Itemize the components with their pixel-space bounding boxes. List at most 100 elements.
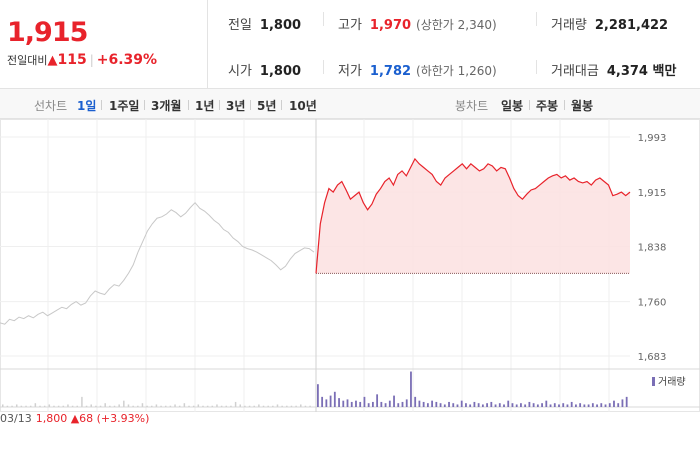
volume-bar <box>388 400 391 407</box>
volume-bar <box>333 391 336 407</box>
period-1y[interactable]: 1년 <box>195 99 215 113</box>
volume-bar <box>562 403 565 407</box>
volume-bars <box>2 371 628 407</box>
quote-panel: 1,915 전일대비▲115 | +6.39% 전일 1,800 시가 1,800 고가… <box>0 0 700 89</box>
volume-bar <box>104 403 106 407</box>
volume-bar <box>300 404 302 407</box>
y-tick-label: 1,838 <box>638 243 667 254</box>
volume-bar <box>43 405 46 407</box>
y-tick-label: 1,683 <box>638 352 667 363</box>
volume-bar <box>596 404 598 407</box>
candle-daily[interactable]: 일봉 <box>501 99 524 113</box>
volume-bar <box>342 400 345 407</box>
volume-bar <box>490 401 493 407</box>
volume-bar <box>558 404 560 407</box>
volume-bar <box>486 403 488 407</box>
chart-grid <box>0 119 700 412</box>
volume-bar <box>39 405 41 407</box>
volume-bar <box>422 401 425 407</box>
volume-bar <box>575 404 577 407</box>
volume-bar <box>524 404 527 407</box>
period-1d[interactable]: 1일 <box>77 99 97 113</box>
volume-bar <box>267 405 269 407</box>
volume-bar <box>146 405 148 407</box>
period-5y[interactable]: 5년 <box>257 99 277 113</box>
volume-bar <box>197 404 200 407</box>
volume-bar <box>137 405 139 407</box>
volume-bar <box>604 404 607 407</box>
volume-bar <box>85 405 88 407</box>
current-price: 1,915 <box>7 17 88 48</box>
candle-weekly[interactable]: 주봉 <box>536 99 559 113</box>
volume-bar <box>350 401 353 407</box>
volume-bar <box>465 403 467 407</box>
volume-bar <box>541 403 543 407</box>
y-tick-label: 1,915 <box>638 188 667 199</box>
divider <box>219 100 220 110</box>
period-3y[interactable]: 3년 <box>226 99 246 113</box>
volume-bar <box>591 403 594 407</box>
volume-bar <box>160 405 162 407</box>
candle-monthly[interactable]: 월봉 <box>571 99 594 113</box>
volume-bar <box>295 405 297 407</box>
volume-bar <box>384 403 387 407</box>
volume-bar <box>435 401 438 407</box>
volume-bar <box>48 404 51 407</box>
volume-bar <box>220 405 223 407</box>
stat-volume: 거래량 2,281,422 <box>551 14 668 33</box>
divider <box>144 100 145 110</box>
volume-bar <box>325 399 328 407</box>
prev-summary: 1,800 ▲68 (+3.93%) <box>35 412 150 425</box>
stat-value: 1,782 <box>369 64 412 79</box>
volume-bar <box>53 405 55 407</box>
volume-bar <box>132 405 134 407</box>
volume-bar <box>225 405 228 407</box>
volume-bar <box>262 405 265 407</box>
stat-label: 시가 <box>228 64 252 79</box>
volume-bar <box>625 396 628 407</box>
volume-bar <box>15 404 18 407</box>
volume-bar <box>309 405 311 407</box>
divider <box>536 12 537 26</box>
volume-bar <box>164 405 167 407</box>
y-tick-label: 1,760 <box>638 298 667 309</box>
volume-bar <box>286 405 288 407</box>
period-1w[interactable]: 1주일 <box>109 99 140 113</box>
volume-bar <box>230 405 232 407</box>
volume-bar <box>477 403 480 407</box>
period-3m[interactable]: 3개월 <box>151 99 182 113</box>
chart-toolbar: 선차트 1일 1주일 3개월 1년 3년 5년 10년 봉차트 일봉 주봉 월봉 <box>0 89 700 119</box>
volume-bar <box>359 401 362 407</box>
volume-bar <box>67 404 69 407</box>
volume-bar <box>151 405 153 407</box>
volume-bar <box>393 395 395 407</box>
volume-bar <box>515 404 518 407</box>
volume-bar <box>192 405 195 407</box>
price-box: 1,915 전일대비▲115 | +6.39% <box>0 0 208 89</box>
volume-bar <box>481 404 484 407</box>
volume-bar <box>216 404 218 407</box>
volume-bar <box>613 400 615 407</box>
volume-bar <box>57 405 60 407</box>
volume-bar <box>2 404 4 407</box>
period-10y[interactable]: 10년 <box>289 99 317 113</box>
volume-bar <box>498 403 501 407</box>
prev-date: 03/13 <box>0 412 32 425</box>
volume-bar <box>174 404 176 407</box>
volume-bar <box>566 404 569 407</box>
volume-bar <box>600 403 603 407</box>
volume-bar <box>272 405 274 407</box>
stat-label: 거래량 <box>551 18 587 33</box>
volume-bar <box>532 403 535 407</box>
volume-legend-label: 거래량 <box>658 377 686 388</box>
volume-bar <box>317 384 319 407</box>
volume-bar <box>90 404 92 407</box>
stat-value: 1,800 <box>259 18 302 33</box>
volume-bar <box>178 405 181 407</box>
volume-bar <box>346 399 349 407</box>
volume-bar <box>290 405 293 407</box>
lower-limit: (하한가 1,260) <box>416 64 497 78</box>
divider <box>188 100 189 110</box>
volume-bar <box>321 396 324 407</box>
